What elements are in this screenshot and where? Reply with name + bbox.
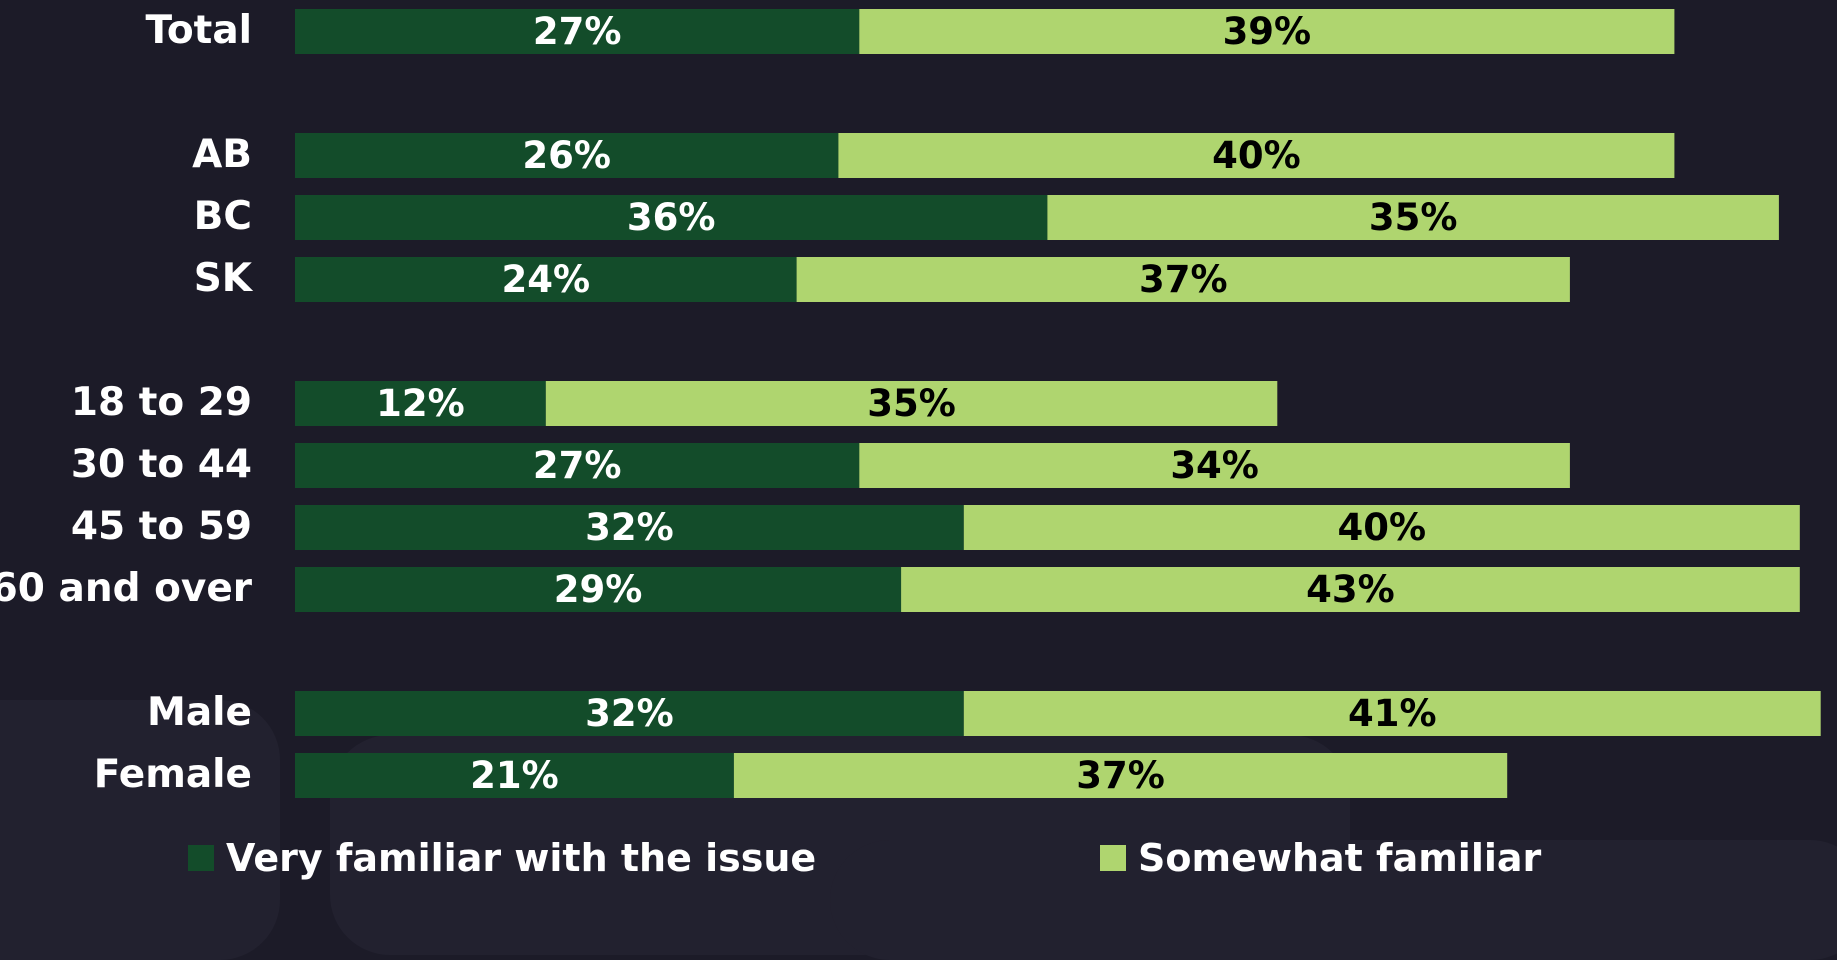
data-label-ab-somewhat-familiar: 40% xyxy=(1212,134,1301,177)
bar-sk-very-familiar xyxy=(295,257,797,302)
legend-label-somewhat-familiar: Somewhat familiar xyxy=(1138,836,1542,880)
data-label-male-somewhat-familiar: 41% xyxy=(1348,692,1437,735)
bar-female-very-familiar xyxy=(295,753,734,798)
category-label-male: Male xyxy=(147,690,252,735)
data-label-30-to-44-somewhat-familiar: 34% xyxy=(1170,444,1259,487)
bar-male-very-familiar xyxy=(295,691,964,736)
data-label-total-very-familiar: 27% xyxy=(533,10,622,53)
bar-30-to-44-very-familiar xyxy=(295,443,860,488)
bar-18-to-29-very-familiar xyxy=(295,381,546,426)
data-label-female-somewhat-familiar: 37% xyxy=(1076,754,1165,797)
data-label-total-somewhat-familiar: 39% xyxy=(1223,10,1312,53)
data-label-45-to-59-somewhat-familiar: 40% xyxy=(1338,506,1427,549)
bar-60-and-over-very-familiar xyxy=(295,567,902,612)
legend-item-very-familiar: Very familiar with the issue xyxy=(188,836,817,880)
bar-total-very-familiar xyxy=(295,9,860,54)
legend-swatch-very-familiar xyxy=(188,845,214,871)
bar-bc-somewhat-familiar xyxy=(1047,195,1779,240)
category-label-ab: AB xyxy=(192,132,252,177)
bar-18-to-29-somewhat-familiar xyxy=(545,381,1278,426)
data-label-bc-somewhat-familiar: 35% xyxy=(1369,196,1458,239)
data-label-sk-somewhat-familiar: 37% xyxy=(1139,258,1228,301)
bar-bc-very-familiar xyxy=(295,195,1048,240)
data-label-18-to-29-very-familiar: 12% xyxy=(376,382,465,425)
bar-ab-very-familiar xyxy=(295,133,839,178)
category-label-18-to-29: 18 to 29 xyxy=(71,380,252,425)
data-label-30-to-44-very-familiar: 27% xyxy=(533,444,622,487)
bar-sk-somewhat-familiar xyxy=(796,257,1570,302)
category-label-bc: BC xyxy=(194,194,252,239)
data-label-60-and-over-very-familiar: 29% xyxy=(554,568,643,611)
data-label-18-to-29-somewhat-familiar: 35% xyxy=(867,382,956,425)
bar-45-to-59-very-familiar xyxy=(295,505,964,550)
bar-total-somewhat-familiar xyxy=(859,9,1675,54)
bar-female-somewhat-familiar xyxy=(733,753,1508,798)
category-label-total: Total xyxy=(145,8,252,53)
data-label-60-and-over-somewhat-familiar: 43% xyxy=(1306,568,1395,611)
legend-label-very-familiar: Very familiar with the issue xyxy=(226,836,817,880)
category-label-30-to-44: 30 to 44 xyxy=(71,442,252,487)
data-label-female-very-familiar: 21% xyxy=(470,754,559,797)
bar-male-somewhat-familiar xyxy=(963,691,1821,736)
bar-45-to-59-somewhat-familiar xyxy=(963,505,1800,550)
category-label-60-and-over: 60 and over xyxy=(0,566,253,611)
category-label-45-to-59: 45 to 59 xyxy=(71,504,252,549)
data-label-bc-very-familiar: 36% xyxy=(627,196,716,239)
category-label-sk: SK xyxy=(194,256,254,301)
data-label-ab-very-familiar: 26% xyxy=(522,134,611,177)
data-label-male-very-familiar: 32% xyxy=(585,692,674,735)
stacked-bar-chart: Total 27% 39% AB 26% 40% BC 36% 35% SK 24% 37% 18 to… xyxy=(0,8,1821,798)
bar-ab-somewhat-familiar xyxy=(838,133,1675,178)
data-label-45-to-59-very-familiar: 32% xyxy=(585,506,674,549)
bar-60-and-over-somewhat-familiar xyxy=(901,567,1800,612)
data-label-sk-very-familiar: 24% xyxy=(502,258,591,301)
category-label-female: Female xyxy=(94,752,252,797)
legend-item-somewhat-familiar: Somewhat familiar xyxy=(1100,836,1542,880)
legend-swatch-somewhat-familiar xyxy=(1100,845,1126,871)
bar-30-to-44-somewhat-familiar xyxy=(859,443,1570,488)
